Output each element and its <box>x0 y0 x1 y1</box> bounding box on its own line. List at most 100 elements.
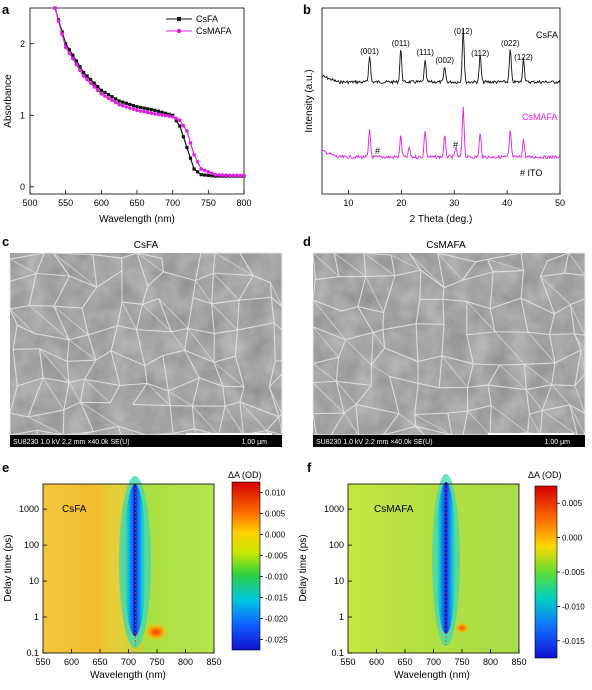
series-label-csfa: CsFA <box>536 30 558 40</box>
colorbar-tick-label: -0.010 <box>562 602 585 611</box>
data-point-csmafa <box>60 32 64 36</box>
x-tick-label: 650 <box>92 657 107 667</box>
data-point-csmafa <box>178 119 182 123</box>
data-point-csfa <box>110 95 113 98</box>
data-point-csmafa <box>153 112 157 116</box>
data-point-csfa <box>103 91 106 94</box>
grain-boundary <box>13 349 39 350</box>
ito-label: # ITO <box>520 168 542 178</box>
data-point-csfa <box>135 105 138 108</box>
scale-label-c: 1.00 μm <box>242 439 268 446</box>
heatmap-f-hotspot <box>454 622 470 634</box>
x-tick-label-a: 700 <box>165 198 180 208</box>
legend-label-csfa: CsFA <box>196 14 218 24</box>
y-tick-label: 10 <box>334 576 344 586</box>
data-point-csmafa <box>146 111 150 115</box>
data-point-csmafa <box>135 109 139 113</box>
peak-label: (002) <box>435 56 454 65</box>
heatmap-e-hotspot <box>144 623 168 641</box>
data-point-csmafa <box>242 174 246 178</box>
data-point-csfa <box>153 109 156 112</box>
data-point-csmafa <box>89 81 93 85</box>
x-axis-label-a: Wavelength (nm) <box>99 214 175 225</box>
colorbar-tick-label: -0.025 <box>265 636 288 645</box>
y-tick-label-a: 2 <box>20 39 25 49</box>
data-point-csmafa <box>210 171 214 175</box>
data-point-csmafa <box>92 85 96 89</box>
x-tick-label-a: 650 <box>129 198 144 208</box>
data-point-csmafa <box>171 115 175 119</box>
y-tick-label: 1 <box>34 612 39 622</box>
data-point-csmafa <box>167 114 171 118</box>
y-axis-label-b: Intensity (a.u.) <box>304 69 315 132</box>
colorbar-tick-label: -0.010 <box>265 573 288 582</box>
data-point-csmafa <box>107 96 111 100</box>
y-tick-label: 0.1 <box>26 648 39 658</box>
x-tick-label-b: 10 <box>343 198 353 208</box>
data-point-csmafa <box>149 111 153 115</box>
data-point-csmafa <box>114 101 118 105</box>
data-point-csmafa <box>164 114 168 118</box>
ito-hash-2: # <box>453 140 458 150</box>
colorbar-f <box>535 486 557 658</box>
x-tick-label-a: 600 <box>94 198 109 208</box>
data-point-csmafa <box>182 124 186 128</box>
data-point-csmafa <box>185 129 189 133</box>
data-point-csmafa <box>57 19 61 23</box>
data-point-csfa <box>118 99 121 102</box>
data-point-csmafa <box>53 6 57 10</box>
data-point-csmafa <box>217 173 221 177</box>
data-point-csfa <box>114 97 117 100</box>
sem-title-c: CsFA <box>134 240 159 251</box>
data-point-csfa <box>132 104 135 107</box>
x-tick-label: 600 <box>64 657 79 667</box>
y-axis-label-e: Delay time (ps) <box>3 534 14 601</box>
y-tick-label: 1000 <box>324 504 344 514</box>
data-point-csfa <box>207 174 210 177</box>
x-tick-label: 700 <box>121 657 136 667</box>
data-point-csfa <box>200 173 203 176</box>
colorbar-tick-label: -0.005 <box>265 552 288 561</box>
data-point-csmafa <box>199 167 203 171</box>
data-point-csmafa <box>239 174 243 178</box>
scale-bar-d <box>488 433 574 435</box>
colorbar-tick-label: 0.010 <box>265 489 286 498</box>
scale-bar-c <box>186 433 272 435</box>
data-point-csmafa <box>128 106 132 110</box>
x-tick-label: 800 <box>483 657 498 667</box>
sem-info-c: SU8230 1.0 kV 2.2 mm ×40.0k SE(U) <box>13 439 130 446</box>
colorbar-tick-label: 0.000 <box>265 531 286 540</box>
data-point-csfa <box>203 173 206 176</box>
panel-letter-e: e <box>2 460 9 475</box>
legend-marker-csfa <box>177 17 181 21</box>
panel-letter-c: c <box>2 234 9 249</box>
data-point-csfa <box>185 146 188 149</box>
panel-letter-f: f <box>307 460 312 475</box>
data-point-csfa <box>128 103 131 106</box>
legend-a: CsFA CsMAFA <box>166 14 232 36</box>
x-tick-label: 700 <box>426 657 441 667</box>
colorbar-tick-label: -0.015 <box>265 594 288 603</box>
x-tick-label: 800 <box>178 657 193 667</box>
x-axis-label-b: 2 Theta (deg.) <box>410 214 473 225</box>
legend-marker-csmafa <box>177 29 181 33</box>
legend-label-csmafa: CsMAFA <box>196 26 232 36</box>
x-axis-label-f: Wavelength (nm) <box>394 670 470 681</box>
data-point-csfa <box>157 110 160 113</box>
data-point-csmafa <box>221 173 225 177</box>
x-tick-label-a: 750 <box>201 198 216 208</box>
peak-label: (111) <box>416 48 434 57</box>
y-tick-label: 100 <box>329 540 344 550</box>
colorbar-tick-label: 0.005 <box>562 499 583 508</box>
peak-label: (112) <box>471 49 489 58</box>
x-tick-label-b: 30 <box>449 198 459 208</box>
data-point-csmafa <box>203 169 207 173</box>
colorbar-tick-label: 0.005 <box>265 510 286 519</box>
sem-info-d: SU8230 1.0 kV 2.2 mm ×40.0k SE(U) <box>316 439 433 446</box>
data-point-csmafa <box>132 107 136 111</box>
data-point-csmafa <box>85 78 89 82</box>
y-tick-label-a: 0 <box>20 182 25 192</box>
